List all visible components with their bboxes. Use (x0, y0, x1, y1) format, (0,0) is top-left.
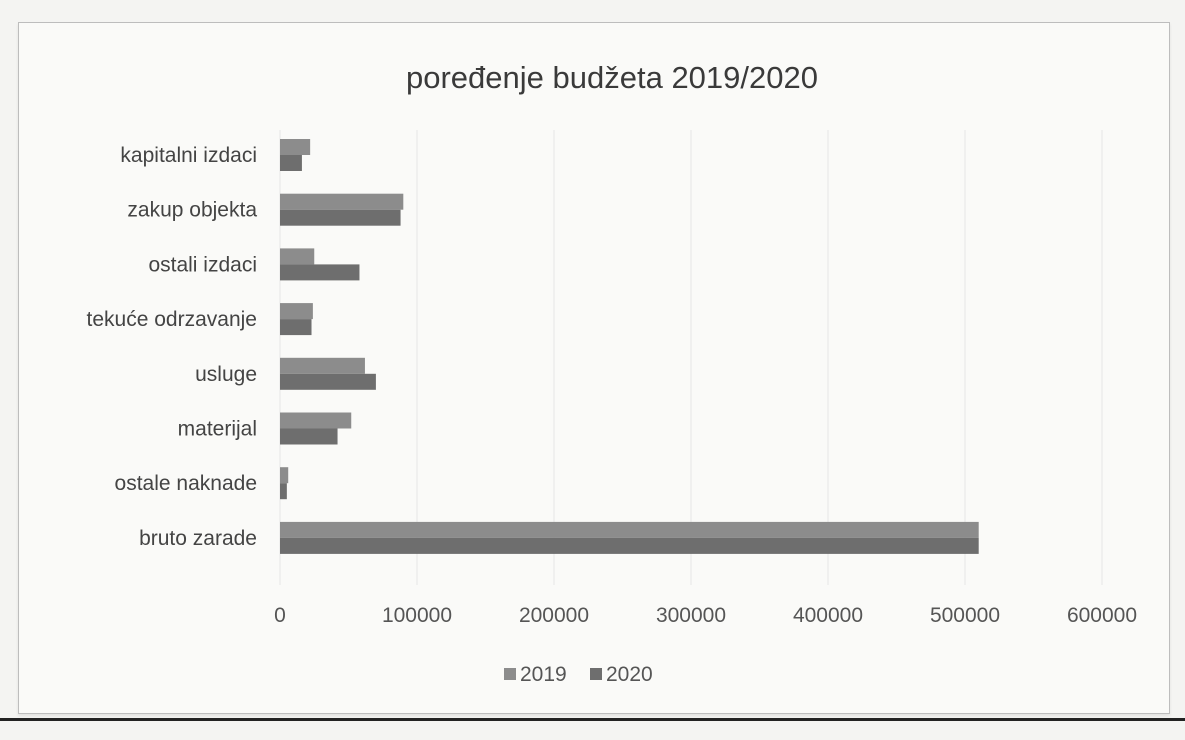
bar-2019 (280, 248, 315, 265)
bar-2020 (280, 483, 287, 500)
bar-2020 (280, 373, 376, 390)
bar-2020 (280, 264, 360, 281)
bar-2020 (280, 537, 979, 554)
legend-label-2019: 2019 (520, 663, 567, 686)
bottom-rule (0, 718, 1185, 721)
bar-2020 (280, 209, 401, 226)
bar-2019 (280, 193, 404, 210)
x-tick-label: 300000 (656, 604, 726, 627)
bars (280, 139, 979, 554)
chart-title: poređenje budžeta 2019/2020 (406, 60, 818, 95)
x-tick-label: 200000 (519, 604, 589, 627)
legend-label-2020: 2020 (606, 663, 653, 686)
category-label: tekuće odrzavanje (87, 308, 257, 331)
x-tick-label: 400000 (793, 604, 863, 627)
legend-swatch-2020 (590, 668, 602, 680)
bar-2020 (280, 319, 312, 336)
category-labels: kapitalni izdaci zakup objekta ostali izda… (87, 144, 258, 550)
bar-2019 (280, 357, 365, 374)
bar-2019 (280, 139, 311, 155)
legend: 2019 2020 (504, 663, 653, 686)
legend-swatch-2019 (504, 668, 516, 680)
x-tick-label: 500000 (930, 604, 1000, 627)
bar-2019 (280, 303, 313, 320)
category-label: ostali izdaci (148, 253, 257, 276)
category-label: kapitalni izdaci (120, 144, 257, 167)
category-label: usluge (195, 363, 257, 386)
bar-2020 (280, 428, 338, 445)
category-label: bruto zarade (139, 527, 257, 550)
bar-2019 (280, 467, 289, 484)
chart-frame (18, 22, 1170, 714)
x-tick-label: 600000 (1067, 604, 1137, 627)
x-tick-label: 100000 (382, 604, 452, 627)
x-axis-tick-labels: 0 100000 200000 300000 400000 500000 600000 (274, 604, 1137, 627)
category-label: zakup objekta (127, 199, 257, 222)
bar-2019 (280, 412, 352, 429)
bar-2019 (280, 521, 979, 538)
bar-2020 (280, 155, 302, 171)
category-label: materijal (178, 418, 257, 441)
x-tick-label: 0 (274, 604, 286, 627)
category-label: ostale naknade (115, 472, 257, 495)
